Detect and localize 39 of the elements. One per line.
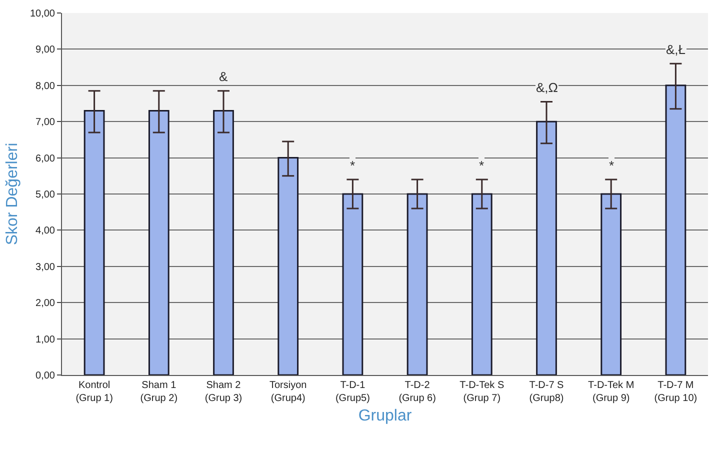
x-tick-label: T-D-1 (Grup5) xyxy=(335,380,370,404)
annotation: * xyxy=(350,158,356,173)
x-tick-label: T-D-7 M (Grup 10) xyxy=(654,380,698,404)
x-axis-title: Gruplar xyxy=(358,408,412,425)
bar xyxy=(213,110,234,375)
x-tick-label: Torsiyon (Grup4) xyxy=(269,380,307,404)
y-tick-label: 2,00 xyxy=(36,298,56,310)
y-tick-label: 3,00 xyxy=(36,262,56,273)
annotation: * xyxy=(479,158,484,173)
bar xyxy=(471,193,492,375)
x-tick-label: Kontrol (Grup 1) xyxy=(76,380,113,404)
x-tick-label: T-D-Tek M (Grup 9) xyxy=(588,380,634,404)
x-tick-label: T-D-2 (Grup 6) xyxy=(398,380,436,404)
y-tick-label: 8,00 xyxy=(36,80,56,92)
annotation: & xyxy=(219,69,228,84)
x-tick-label: T-D-7 S (Grup8) xyxy=(529,380,564,404)
x-tick-label: Sham 2 (Grup 3) xyxy=(204,380,242,404)
y-tick-label: 5,00 xyxy=(36,190,56,200)
y-tick-label: 6,00 xyxy=(36,153,56,164)
x-tick-label: Sham 1 (Grup 2) xyxy=(140,380,178,404)
bar xyxy=(278,157,299,375)
annotation: &,Ł xyxy=(666,42,686,57)
y-tick-label: 4,00 xyxy=(36,226,56,237)
bar xyxy=(406,193,428,375)
y-tick-label: 1,00 xyxy=(36,334,56,346)
annotation: * xyxy=(609,158,614,173)
y-tick-label: 7,00 xyxy=(36,117,56,128)
y-axis-title: Skor Değerleri xyxy=(4,142,21,246)
annotation: &,Ω xyxy=(536,80,558,95)
bar xyxy=(536,120,557,375)
bar xyxy=(148,110,170,375)
y-tick-label: 0,00 xyxy=(36,370,56,382)
y-tick-label: 9,00 xyxy=(36,44,56,56)
y-tick-label: 10,00 xyxy=(30,8,56,20)
bar xyxy=(84,110,105,375)
bar xyxy=(665,84,686,375)
x-tick-label: T-D-Tek S (Grup 7) xyxy=(460,380,504,404)
bar xyxy=(600,193,622,375)
bar xyxy=(342,193,364,375)
